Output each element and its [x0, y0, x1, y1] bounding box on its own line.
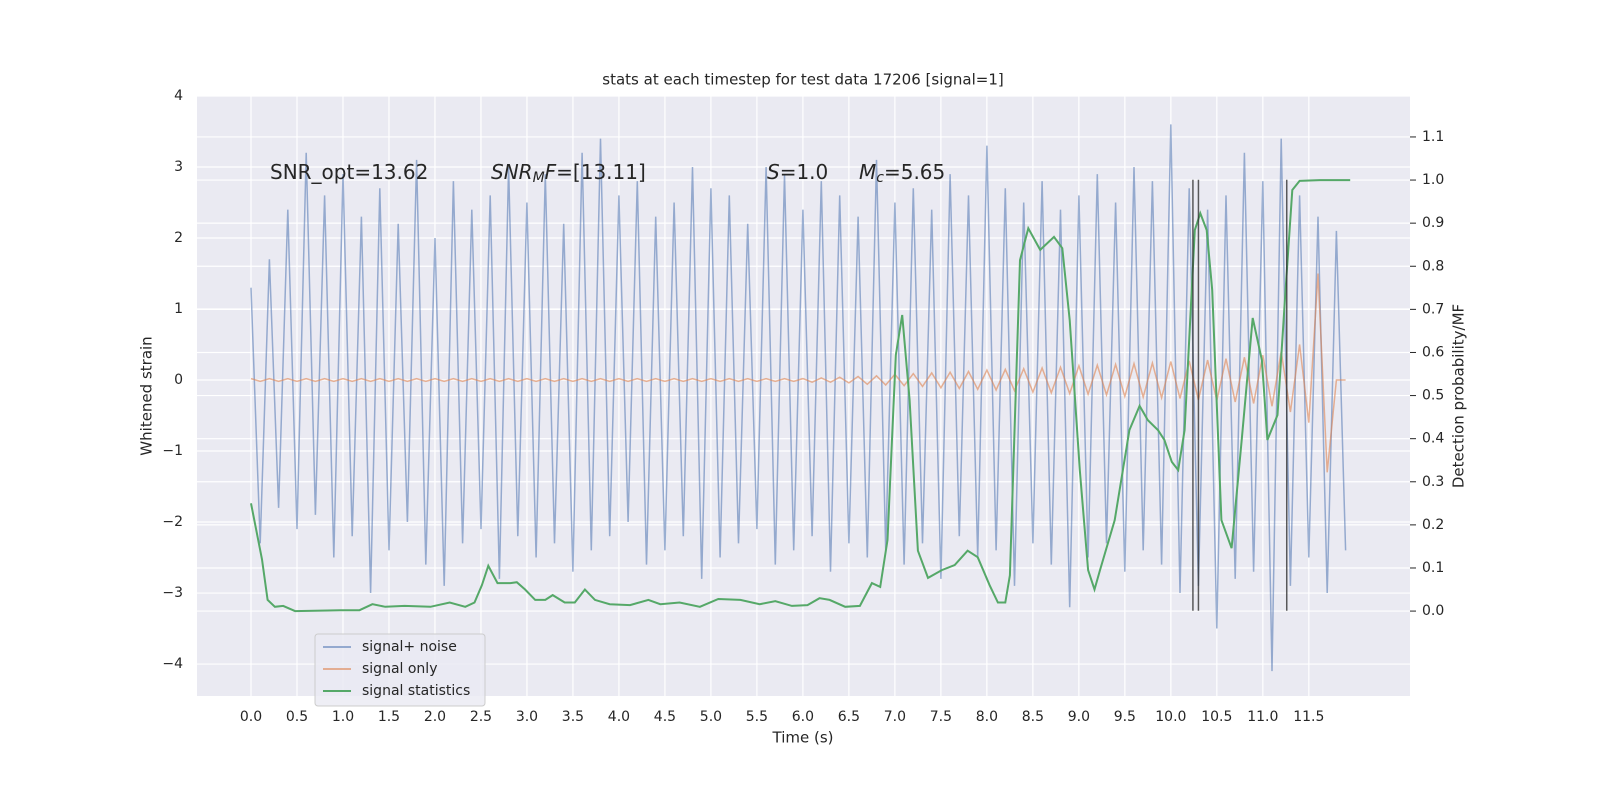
x-tick-label: 0.0 [240, 709, 262, 725]
y2-tick-label: 0.8 [1422, 258, 1444, 274]
y2-tick-label: 0.9 [1422, 215, 1444, 231]
x-tick-label: 9.5 [1114, 709, 1136, 725]
y2-tick-label: 0.0 [1422, 603, 1444, 619]
legend-label: signal+ noise [362, 639, 457, 655]
x-tick-label: 7.5 [930, 709, 952, 725]
y2-axis-label: Detection probability/MF [1450, 304, 1468, 488]
x-tick-label: 8.0 [976, 709, 998, 725]
y-tick-label: 2 [174, 230, 183, 246]
legend: signal+ noise signal only signal statistic… [314, 633, 486, 707]
annotation: S=1.0 [767, 160, 828, 184]
y-tick-label: 3 [174, 159, 183, 175]
plot-layer [250, 124, 1351, 672]
series-line [250, 273, 1346, 473]
y-tick-label: −3 [162, 585, 183, 601]
x-tick-label: 5.0 [700, 709, 722, 725]
x-tick-label: 8.5 [1022, 709, 1044, 725]
y2-tick-label: 0.1 [1422, 560, 1444, 576]
annotation-part: =1.0 [780, 160, 829, 184]
annotation-part: F [545, 160, 557, 184]
y2-tick-label: 0.3 [1422, 474, 1444, 490]
annotation: SNR_opt=13.62 [270, 160, 428, 184]
y-tick-label: 1 [174, 301, 183, 317]
annotation-part: =5.65 [884, 160, 945, 184]
x-tick-label: 4.0 [608, 709, 630, 725]
annotation-part: M [859, 160, 876, 184]
y2-tick-label: 1.0 [1422, 172, 1444, 188]
x-tick-label: 0.5 [286, 709, 308, 725]
x-tick-label: 6.5 [838, 709, 860, 725]
y-tick-label: −4 [162, 656, 183, 672]
x-tick-label: 11.5 [1293, 709, 1324, 725]
x-tick-label: 2.5 [470, 709, 492, 725]
x-axis-label: Time (s) [772, 729, 834, 747]
y2-tick-label: 0.5 [1422, 388, 1444, 404]
x-tick-label: 11.0 [1247, 709, 1278, 725]
annotation-part: SNR [491, 160, 533, 184]
x-tick-label: 5.5 [746, 709, 768, 725]
legend-label: signal only [362, 661, 437, 677]
x-tick-label: 10.0 [1155, 709, 1186, 725]
x-tick-label: 6.0 [792, 709, 814, 725]
x-tick-label: 4.5 [654, 709, 676, 725]
legend-label: signal statistics [362, 683, 470, 699]
x-tick-label: 7.0 [884, 709, 906, 725]
x-tick-label: 2.0 [424, 709, 446, 725]
x-tick-label: 10.5 [1201, 709, 1232, 725]
annotation: SNRMF=[13.11] [491, 160, 646, 187]
y-tick-label: −1 [162, 443, 183, 459]
series-line [250, 179, 1351, 613]
annotation-part: =[13.11] [556, 160, 646, 184]
x-tick-label: 3.0 [516, 709, 538, 725]
annotation-part: M [533, 170, 545, 186]
x-tick-label: 1.0 [332, 709, 354, 725]
x-tick-label: 3.5 [562, 709, 584, 725]
annotation-part: c [876, 170, 884, 186]
y2-tick-label: 0.6 [1422, 344, 1444, 360]
chart-title: stats at each timestep for test data 172… [602, 71, 1003, 89]
y-tick-label: 0 [174, 372, 183, 388]
x-tick-label: 9.0 [1068, 709, 1090, 725]
y2-tick-label: 0.7 [1422, 301, 1444, 317]
y2-tick-label: 0.2 [1422, 517, 1444, 533]
y2-tick-label: 1.1 [1422, 129, 1444, 145]
x-tick-label: 1.5 [378, 709, 400, 725]
annotation: Mc=5.65 [859, 160, 945, 187]
annotation-part: SNR_opt=13.62 [270, 160, 428, 184]
y-tick-label: 4 [174, 88, 183, 104]
y2-tick-label: 0.4 [1422, 431, 1444, 447]
y-tick-label: −2 [162, 514, 183, 530]
legend-box [314, 633, 486, 707]
y-axis-label: Whitened strain [138, 336, 156, 455]
annotation-part: S [767, 160, 780, 184]
